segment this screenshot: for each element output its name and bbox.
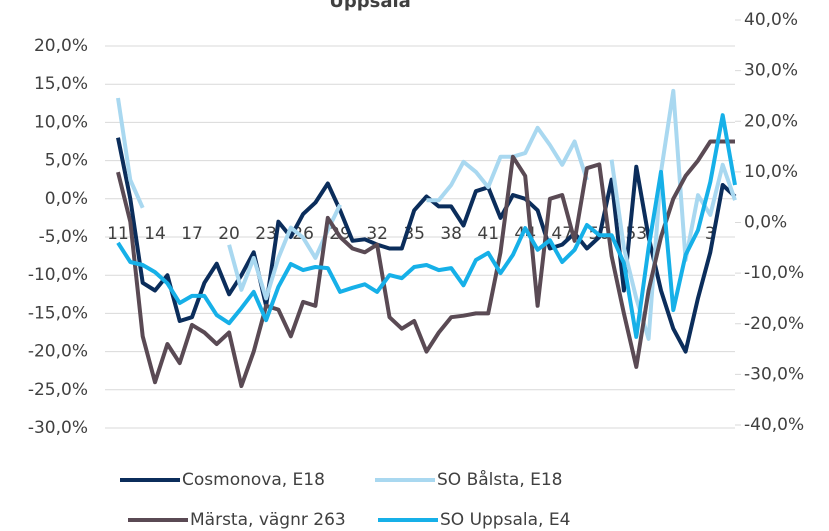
y-tick-label: 0,0% (45, 189, 88, 209)
x-tick-label: 38 (440, 224, 462, 244)
y-tick-label: 5,0% (45, 151, 88, 171)
y-tick-label: -30,0% (28, 418, 88, 438)
x-tick-label: 20 (218, 224, 240, 244)
x-tick-label: 14 (144, 224, 166, 244)
x-tick-label: 23 (255, 224, 277, 244)
x-tick-label: 17 (181, 224, 203, 244)
y2-tick-label: -40,0% (744, 415, 804, 435)
y2-tick-label: 30,0% (744, 61, 798, 81)
y-tick-label: 10,0% (34, 112, 88, 132)
x-tick-label: 26 (292, 224, 314, 244)
y2-tick-label: -30,0% (744, 364, 804, 384)
y2-tick-label: -20,0% (744, 314, 804, 334)
y-tick-label: -15,0% (28, 303, 88, 323)
x-tick-label: 41 (477, 224, 499, 244)
x-tick-label: 3 (705, 224, 716, 244)
y2-tick-label: 10,0% (744, 162, 798, 182)
x-tick-label: 11 (107, 224, 129, 244)
y-tick-label: -25,0% (28, 380, 88, 400)
series-line (116, 88, 737, 341)
legend-label: Cosmonova, E18 (182, 470, 325, 490)
y2-tick-label: 0,0% (744, 213, 787, 233)
y-tick-label: -5,0% (39, 227, 88, 247)
y2-tick-label: 40,0% (744, 10, 798, 30)
series-line (116, 139, 735, 388)
legend-label: SO Uppsala, E4 (440, 510, 570, 530)
legend-label: SO Bålsta, E18 (437, 469, 563, 490)
legend-label: Märsta, vägnr 263 (190, 510, 346, 530)
chart-title: Uppsala (329, 0, 411, 12)
y-tick-label: -20,0% (28, 342, 88, 362)
series-line (116, 137, 737, 354)
y-tick-label: -10,0% (28, 265, 88, 285)
y2-tick-label: 20,0% (744, 111, 798, 131)
y-tick-label: 15,0% (34, 74, 88, 94)
y-tick-label: 20,0% (34, 36, 88, 56)
series-line (116, 113, 737, 339)
x-tick-label: 32 (366, 224, 388, 244)
y2-tick-label: -10,0% (744, 263, 804, 283)
